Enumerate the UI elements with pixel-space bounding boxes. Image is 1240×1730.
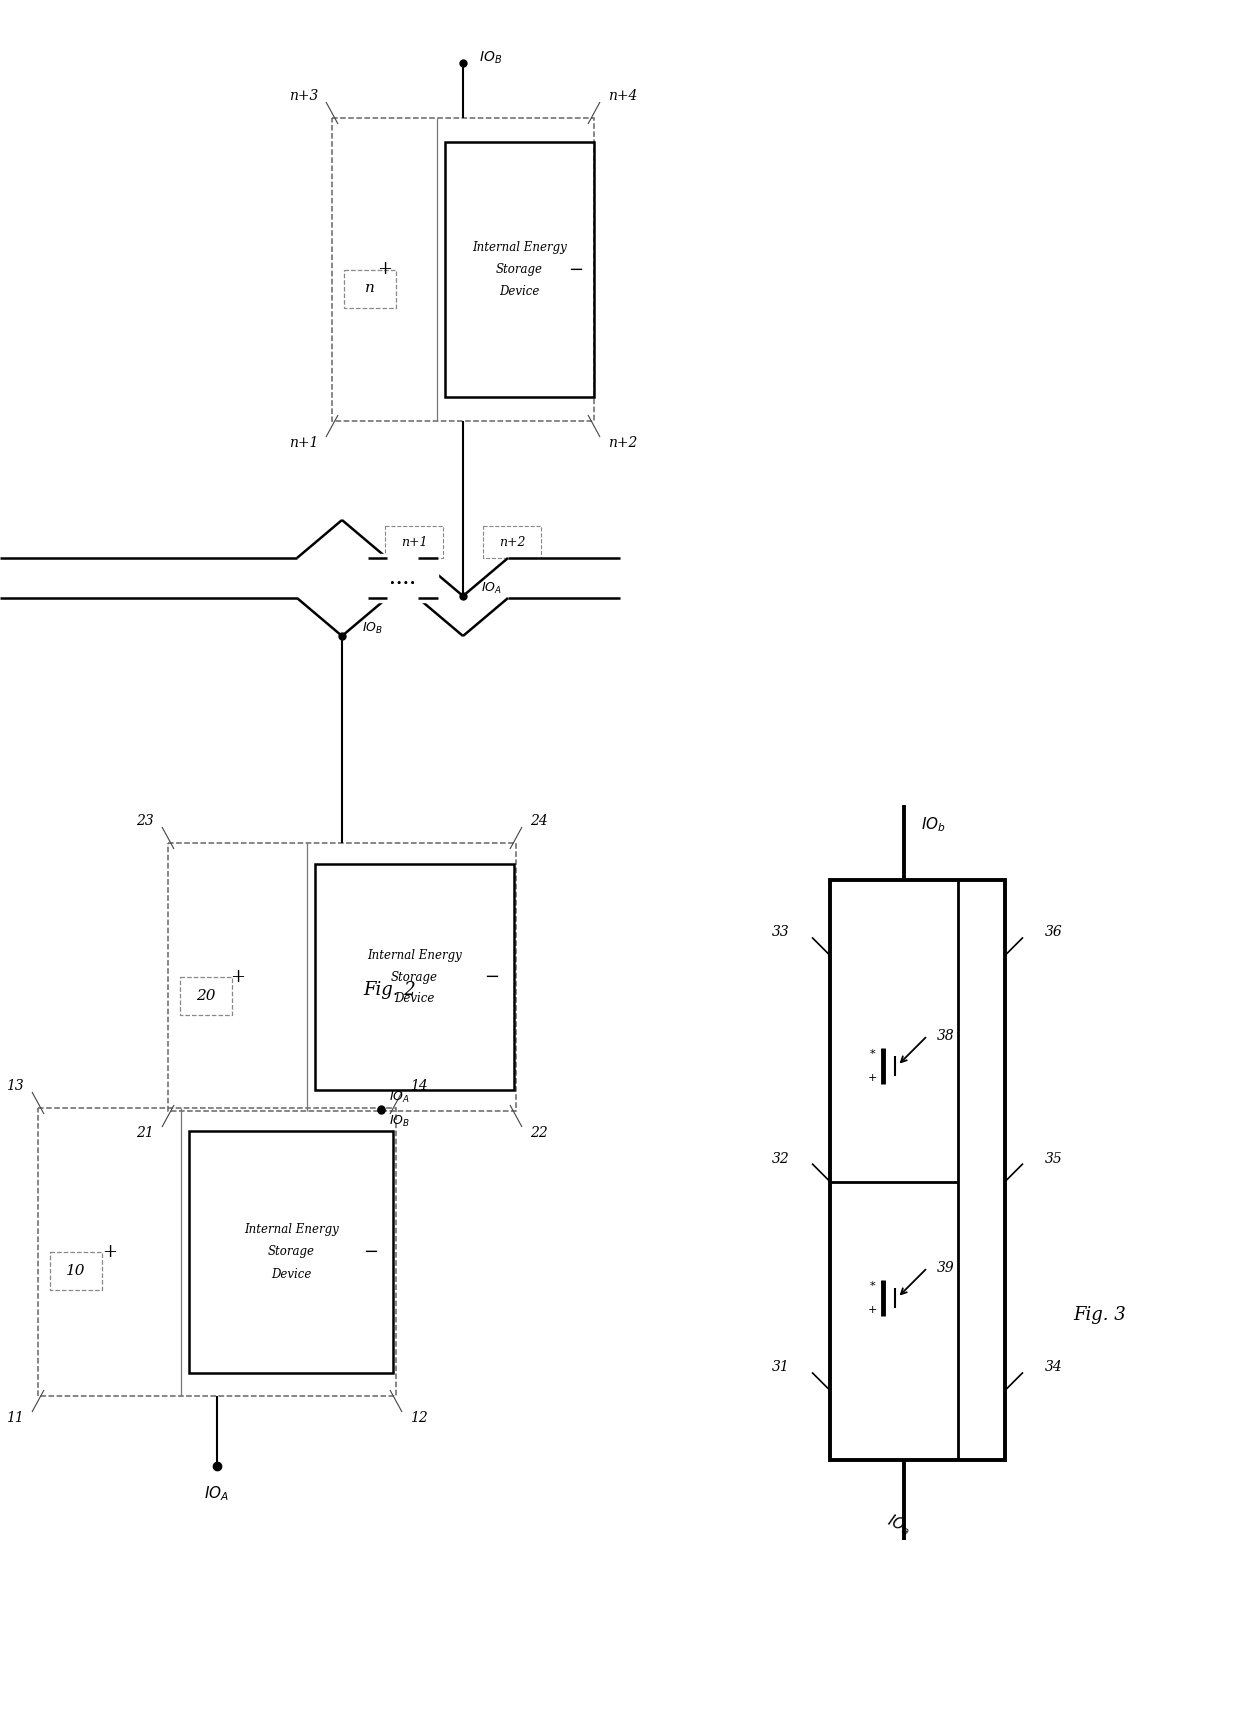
Bar (445, 142, 594, 396)
Text: $IO_A$: $IO_A$ (481, 581, 501, 595)
Text: Internal Energy: Internal Energy (244, 1223, 339, 1237)
Text: 11: 11 (6, 1412, 24, 1426)
Text: +: + (868, 1304, 877, 1315)
Bar (343, 270, 396, 308)
Text: 23: 23 (136, 815, 154, 829)
Text: $IO_B$: $IO_B$ (480, 50, 502, 66)
Text: $IO_B$: $IO_B$ (388, 1114, 409, 1130)
Bar (38, 1107, 396, 1396)
Text: Device: Device (272, 1268, 311, 1280)
Text: $IO_b$: $IO_b$ (921, 815, 946, 834)
Text: n+1: n+1 (401, 536, 428, 548)
Text: Fig. 3: Fig. 3 (1074, 1306, 1126, 1323)
Text: 36: 36 (1045, 926, 1063, 939)
Text: +: + (102, 1242, 117, 1261)
Text: $IO_B$: $IO_B$ (362, 621, 382, 635)
Bar (180, 977, 232, 1016)
Text: 22: 22 (529, 1126, 548, 1140)
Text: Device: Device (394, 993, 434, 1005)
Text: ....: .... (389, 569, 415, 588)
Text: Device: Device (500, 285, 539, 298)
Text: 31: 31 (773, 1360, 790, 1374)
Text: 35: 35 (1045, 1152, 1063, 1166)
Text: 33: 33 (773, 926, 790, 939)
Text: n+4: n+4 (608, 88, 637, 104)
Text: Internal Energy: Internal Energy (367, 948, 461, 962)
Text: 12: 12 (410, 1412, 428, 1426)
Text: 21: 21 (136, 1126, 154, 1140)
Bar (332, 118, 594, 420)
Text: Storage: Storage (268, 1246, 315, 1258)
Text: 13: 13 (6, 1080, 24, 1093)
Text: n+3: n+3 (289, 88, 317, 104)
Text: 34: 34 (1045, 1360, 1063, 1374)
Text: $IO_A$: $IO_A$ (388, 1090, 409, 1105)
Bar (484, 526, 541, 559)
Text: *: * (869, 1048, 875, 1059)
Bar (315, 865, 513, 1090)
Text: ....: .... (389, 569, 415, 588)
Text: Storage: Storage (496, 263, 543, 277)
Text: 14: 14 (410, 1080, 428, 1093)
Text: +: + (231, 969, 246, 986)
Text: +: + (377, 261, 392, 279)
Text: 32: 32 (773, 1152, 790, 1166)
Bar (190, 1131, 393, 1374)
Text: Internal Energy: Internal Energy (472, 240, 567, 254)
Text: *: * (869, 1280, 875, 1291)
Text: $IO_A$: $IO_A$ (205, 1484, 229, 1503)
Text: −: − (568, 261, 583, 279)
Text: $IO_a$: $IO_a$ (884, 1512, 914, 1538)
Text: 24: 24 (529, 815, 548, 829)
Text: −: − (363, 1242, 378, 1261)
Text: Storage: Storage (391, 971, 438, 983)
Bar (167, 843, 516, 1111)
Text: n: n (365, 282, 374, 296)
Bar (830, 881, 1004, 1460)
Text: 10: 10 (66, 1265, 86, 1278)
Text: −: − (484, 969, 500, 986)
Text: 39: 39 (936, 1261, 955, 1275)
Bar (50, 1253, 102, 1291)
Text: n+2: n+2 (608, 436, 637, 450)
Text: 38: 38 (936, 1029, 955, 1043)
Text: 20: 20 (196, 990, 216, 1003)
Bar (384, 526, 443, 559)
Text: Fig. 2: Fig. 2 (363, 981, 417, 998)
Text: n+1: n+1 (289, 436, 317, 450)
Text: n+2: n+2 (498, 536, 526, 548)
Text: +: + (868, 1073, 877, 1083)
